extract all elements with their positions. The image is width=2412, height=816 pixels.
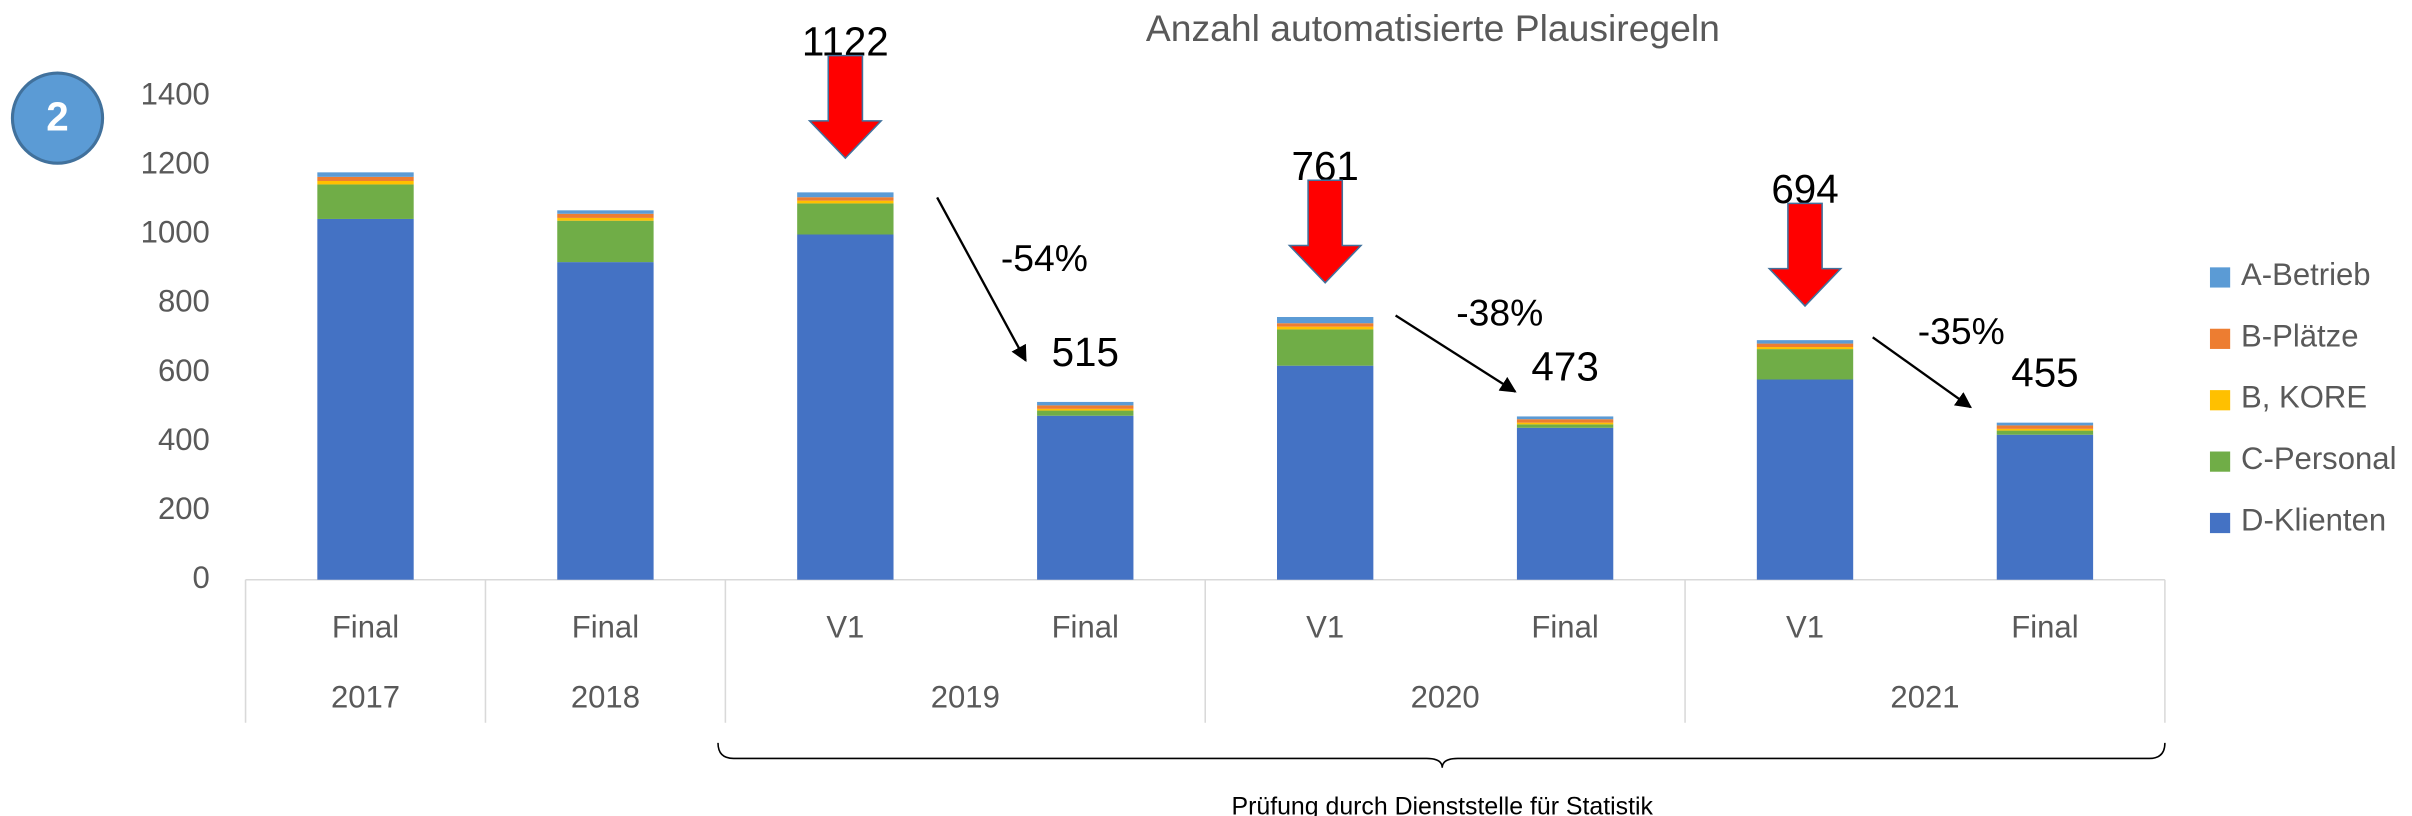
y-tick-label: 0	[193, 560, 210, 595]
y-tick-label: 1400	[141, 77, 210, 112]
legend-label: B-Plätze	[2241, 318, 2358, 353]
bar-segment	[1756, 340, 1854, 344]
x-tick-label: V1	[826, 610, 864, 645]
bar-segment	[1277, 365, 1374, 580]
legend-label: C-Personal	[2241, 441, 2396, 476]
red-arrow	[1767, 202, 1843, 308]
change-label: -35%	[1918, 310, 2005, 352]
legend-swatch	[2209, 328, 2231, 349]
y-tick-label: 200	[158, 491, 210, 526]
bar-segment	[1516, 424, 1614, 428]
x-tick-label: Final	[1052, 610, 1119, 645]
red-arrow	[807, 54, 883, 160]
bar-segment	[797, 200, 894, 204]
group-label: 2018	[571, 680, 640, 715]
bracket-label: Prüfung durch Dienststelle für Statistik	[1232, 793, 1654, 816]
bar-segment	[1516, 416, 1614, 420]
badge-label: 2	[46, 93, 68, 139]
bar-segment	[317, 176, 414, 181]
bar-segment	[557, 220, 654, 263]
legend-label: D-Klienten	[2241, 502, 2386, 537]
legend-swatch	[2209, 390, 2231, 411]
bar-segment	[1996, 434, 2094, 580]
bar-segment	[1996, 428, 2094, 431]
bar-segment	[1277, 317, 1374, 324]
bar-segment	[797, 234, 894, 580]
total-label: 455	[2011, 350, 2078, 396]
y-tick-label: 1000	[141, 215, 210, 250]
bar-segment	[1756, 343, 1854, 348]
group-label: 2021	[1890, 680, 1959, 715]
change-arrow	[1872, 336, 1972, 409]
bar-segment	[1516, 422, 1614, 425]
group-label: 2019	[931, 680, 1000, 715]
legend-swatch	[2209, 451, 2231, 472]
legend-label: B, KORE	[2241, 380, 2367, 415]
bar-segment	[797, 197, 894, 201]
bar-segment	[557, 210, 654, 214]
bracket	[717, 742, 2166, 768]
bar-segment	[1996, 430, 2094, 435]
bar-segment	[557, 217, 654, 221]
bar-segment	[797, 192, 894, 198]
legend-swatch	[2209, 512, 2231, 534]
x-tick-label: V1	[1786, 610, 1824, 645]
y-tick-label: 600	[158, 353, 210, 388]
bar-segment	[1037, 405, 1134, 409]
bar-segment	[1996, 422, 2094, 426]
bar-segment	[1516, 427, 1614, 580]
x-tick-label: Final	[572, 610, 639, 645]
y-tick-label: 800	[158, 284, 210, 319]
bar-segment	[317, 172, 414, 177]
y-tick-label: 1200	[141, 146, 210, 181]
x-tick-label: Final	[1531, 610, 1598, 645]
total-label: 473	[1531, 343, 1598, 389]
total-label: 515	[1052, 329, 1119, 375]
bar-segment	[1037, 408, 1134, 411]
bar-segment	[1037, 410, 1134, 416]
group-label: 2020	[1411, 680, 1480, 715]
bar-segment	[1037, 401, 1134, 406]
bar-segment	[1277, 329, 1374, 366]
x-tick-label: Final	[332, 610, 399, 645]
legend-swatch	[2209, 267, 2231, 288]
bar-segment	[1516, 419, 1614, 423]
bar-segment	[557, 213, 654, 218]
bar-segment	[1037, 415, 1134, 580]
change-arrow	[1394, 314, 1517, 393]
bar-segment	[797, 203, 894, 235]
y-tick-label: 400	[158, 422, 210, 457]
bar-segment	[1756, 347, 1854, 350]
change-label: -54%	[1001, 237, 1088, 279]
bar-segment	[317, 180, 414, 185]
bar-segment	[1756, 379, 1854, 580]
bar-segment	[1277, 326, 1374, 330]
bar-segment	[1996, 425, 2094, 429]
chart-title: Anzahl automatisierte Plausiregeln	[1146, 7, 1720, 49]
bar-segment	[317, 218, 414, 580]
x-tick-label: Final	[2011, 610, 2078, 645]
change-arrow	[936, 196, 1027, 363]
legend-label: A-Betrieb	[2241, 257, 2371, 292]
change-label: -38%	[1456, 291, 1543, 333]
bar-segment	[1756, 349, 1854, 380]
red-arrow	[1287, 179, 1363, 284]
x-tick-label: V1	[1306, 610, 1344, 645]
bar-segment	[317, 184, 414, 219]
bar-segment	[1277, 323, 1374, 327]
bar-segment	[557, 262, 654, 580]
badge	[10, 71, 105, 165]
group-label: 2017	[331, 680, 400, 715]
